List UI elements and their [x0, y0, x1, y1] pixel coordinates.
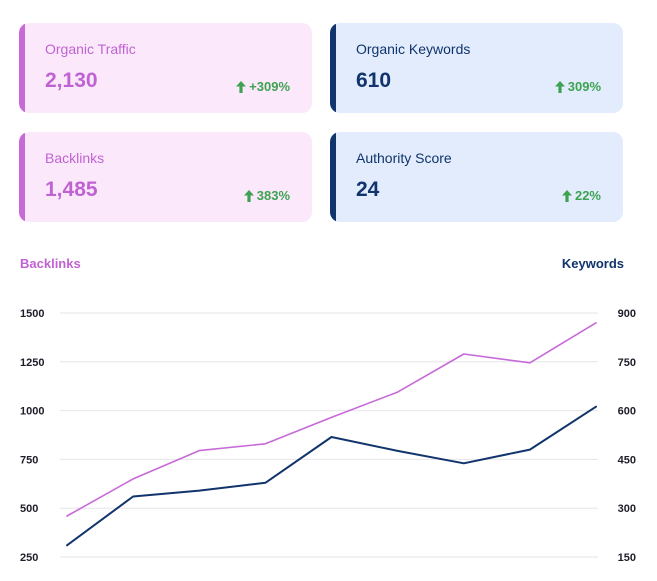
y-right-tick-label: 300 — [618, 503, 636, 515]
line-chart: 250 500 750 1000 1250 1500 150 300 450 600 750 900 — [20, 308, 636, 564]
y-left-tick-label: 1500 — [20, 308, 44, 320]
y-left-tick-label: 1000 — [20, 406, 44, 418]
card-delta: +309% — [236, 79, 290, 94]
arrow-up-icon — [243, 189, 254, 202]
card-delta-value: +309% — [249, 79, 290, 94]
card-accent-bar — [330, 23, 336, 113]
card-delta: 309% — [554, 79, 601, 94]
y-left-tick-label: 250 — [20, 552, 38, 564]
card-accent-bar — [330, 132, 336, 222]
card-delta: 383% — [243, 188, 290, 203]
card-label: Backlinks — [45, 150, 105, 166]
card-accent-bar — [19, 132, 25, 222]
y-right-tick-label: 600 — [618, 406, 636, 418]
y-right-tick-label: 150 — [618, 552, 636, 564]
series-line-keywords — [66, 405, 597, 547]
y-left-tick-label: 750 — [20, 454, 38, 466]
card-accent-bar — [19, 23, 25, 113]
y-left-tick-label: 500 — [20, 503, 38, 515]
y-right-tick-label: 750 — [618, 357, 636, 369]
right-axis-title: Keywords — [561, 256, 624, 271]
card-delta: 22% — [561, 188, 601, 203]
card-label: Organic Keywords — [356, 41, 471, 57]
card-delta-value: 383% — [256, 188, 290, 203]
card-delta-value: 22% — [574, 188, 601, 203]
arrow-up-icon — [236, 80, 247, 93]
card-delta-value: 309% — [567, 79, 601, 94]
y-right-tick-label: 450 — [618, 454, 636, 466]
card-value: 1,485 — [45, 178, 98, 201]
left-axis-title: Backlinks — [20, 256, 81, 271]
authority-score-card: Authority Score 24 22% — [330, 132, 623, 222]
card-value: 610 — [356, 69, 392, 92]
organic-traffic-card: Organic Traffic 2,130 +309% — [19, 23, 312, 113]
card-value: 24 — [356, 178, 380, 201]
arrow-up-icon — [561, 189, 572, 202]
series-line-backlinks — [66, 321, 597, 517]
y-left-tick-label: 1250 — [20, 357, 44, 369]
organic-keywords-card: Organic Keywords 610 309% — [330, 23, 623, 113]
card-label: Authority Score — [356, 150, 452, 166]
card-label: Organic Traffic — [45, 41, 136, 57]
backlinks-card: Backlinks 1,485 383% — [19, 132, 312, 222]
y-right-tick-label: 900 — [618, 308, 636, 320]
arrow-up-icon — [554, 80, 565, 93]
card-value: 2,130 — [45, 69, 98, 92]
